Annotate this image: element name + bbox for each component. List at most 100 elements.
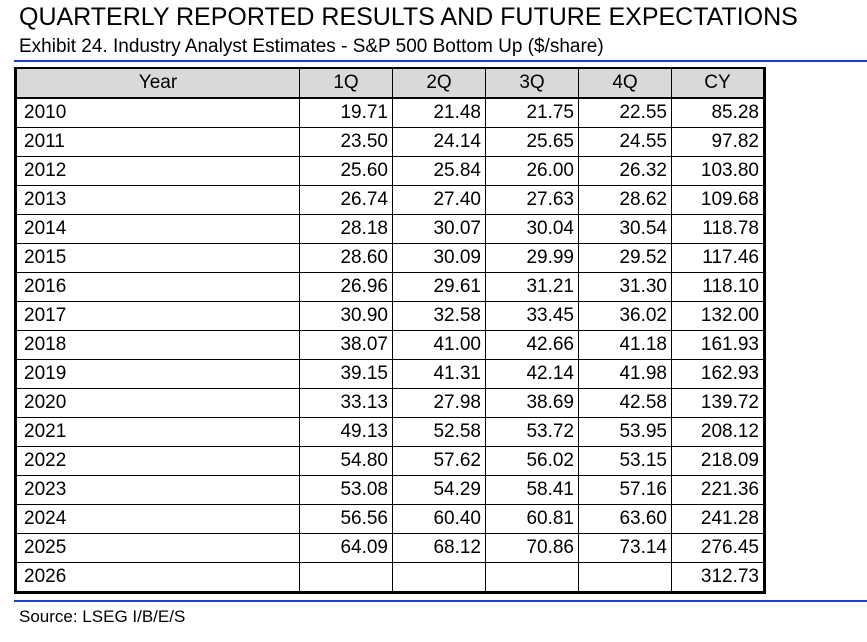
bottom-rule	[14, 600, 867, 602]
table-row: 2024 56.56 60.40 60.81 63.60 241.28	[14, 504, 766, 534]
cell-4q: 29.52	[578, 243, 672, 273]
cell-2q: 60.40	[392, 504, 486, 534]
table-row: 2012 25.60 25.84 26.00 26.32 103.80	[14, 156, 766, 186]
cell-3q: 38.69	[485, 388, 579, 418]
table-row: 2018 38.07 41.00 42.66 41.18 161.93	[14, 330, 766, 360]
cell-2q: 68.12	[392, 533, 486, 563]
cell-4q: 41.18	[578, 330, 672, 360]
table-row: 2026 312.73	[14, 562, 766, 594]
cell-1q: 64.09	[299, 533, 393, 563]
header-4q: 4Q	[578, 67, 672, 99]
cell-cy: 109.68	[671, 185, 766, 215]
cell-3q: 33.45	[485, 301, 579, 331]
cell-year: 2021	[14, 417, 300, 447]
cell-2q: 52.58	[392, 417, 486, 447]
cell-1q: 26.74	[299, 185, 393, 215]
cell-3q: 58.41	[485, 475, 579, 505]
table-row: 2010 19.71 21.48 21.75 22.55 85.28	[14, 97, 766, 128]
cell-3q: 53.72	[485, 417, 579, 447]
cell-1q	[299, 562, 393, 594]
cell-4q	[578, 562, 672, 594]
cell-cy: 162.93	[671, 359, 766, 389]
table-row: 2021 49.13 52.58 53.72 53.95 208.12	[14, 417, 766, 447]
estimates-table-container: Year 1Q 2Q 3Q 4Q CY 2010 19.71 21.48 21.75 2…	[14, 67, 766, 594]
cell-1q: 39.15	[299, 359, 393, 389]
cell-4q: 26.32	[578, 156, 672, 186]
cell-3q: 26.00	[485, 156, 579, 186]
cell-2q: 32.58	[392, 301, 486, 331]
cell-cy: 276.45	[671, 533, 766, 563]
cell-cy: 139.72	[671, 388, 766, 418]
cell-2q: 21.48	[392, 97, 486, 128]
cell-cy: 221.36	[671, 475, 766, 505]
cell-4q: 57.16	[578, 475, 672, 505]
header-cy: CY	[671, 67, 766, 99]
source-note: Source: LSEG I/B/E/S	[19, 607, 186, 626]
cell-4q: 63.60	[578, 504, 672, 534]
table-row: 2016 26.96 29.61 31.21 31.30 118.10	[14, 272, 766, 302]
cell-cy: 312.73	[671, 562, 766, 594]
table-row: 2020 33.13 27.98 38.69 42.58 139.72	[14, 388, 766, 418]
cell-year: 2014	[14, 214, 300, 244]
cell-3q: 60.81	[485, 504, 579, 534]
cell-2q	[392, 562, 486, 594]
table-row: 2017 30.90 32.58 33.45 36.02 132.00	[14, 301, 766, 331]
cell-1q: 33.13	[299, 388, 393, 418]
table-row: 2013 26.74 27.40 27.63 28.62 109.68	[14, 185, 766, 215]
cell-1q: 19.71	[299, 97, 393, 128]
cell-4q: 22.55	[578, 97, 672, 128]
cell-4q: 41.98	[578, 359, 672, 389]
cell-year: 2015	[14, 243, 300, 273]
cell-1q: 49.13	[299, 417, 393, 447]
cell-3q: 31.21	[485, 272, 579, 302]
cell-4q: 53.15	[578, 446, 672, 476]
cell-3q: 27.63	[485, 185, 579, 215]
cell-3q: 56.02	[485, 446, 579, 476]
table-body: 2010 19.71 21.48 21.75 22.55 85.28 2011 23.50 24…	[14, 97, 766, 594]
cell-cy: 241.28	[671, 504, 766, 534]
cell-cy: 118.78	[671, 214, 766, 244]
cell-2q: 54.29	[392, 475, 486, 505]
cell-2q: 41.00	[392, 330, 486, 360]
cell-2q: 25.84	[392, 156, 486, 186]
cell-4q: 24.55	[578, 127, 672, 157]
cell-year: 2016	[14, 272, 300, 302]
cell-year: 2018	[14, 330, 300, 360]
cell-3q: 25.65	[485, 127, 579, 157]
cell-1q: 23.50	[299, 127, 393, 157]
page-title: QUARTERLY REPORTED RESULTS AND FUTURE EX…	[19, 3, 798, 31]
cell-1q: 25.60	[299, 156, 393, 186]
cell-1q: 54.80	[299, 446, 393, 476]
table-row: 2025 64.09 68.12 70.86 73.14 276.45	[14, 533, 766, 563]
cell-cy: 117.46	[671, 243, 766, 273]
cell-2q: 24.14	[392, 127, 486, 157]
cell-1q: 56.56	[299, 504, 393, 534]
cell-2q: 41.31	[392, 359, 486, 389]
cell-year: 2019	[14, 359, 300, 389]
cell-year: 2025	[14, 533, 300, 563]
cell-year: 2026	[14, 562, 300, 594]
header-1q: 1Q	[299, 67, 393, 99]
estimates-table: Year 1Q 2Q 3Q 4Q CY 2010 19.71 21.48 21.75 2…	[14, 67, 766, 594]
cell-1q: 28.18	[299, 214, 393, 244]
header-2q: 2Q	[392, 67, 486, 99]
cell-cy: 103.80	[671, 156, 766, 186]
cell-3q: 29.99	[485, 243, 579, 273]
cell-year: 2023	[14, 475, 300, 505]
cell-year: 2012	[14, 156, 300, 186]
table-row: 2014 28.18 30.07 30.04 30.54 118.78	[14, 214, 766, 244]
cell-cy: 118.10	[671, 272, 766, 302]
cell-year: 2011	[14, 127, 300, 157]
header-row: Year 1Q 2Q 3Q 4Q CY	[14, 67, 766, 99]
cell-1q: 26.96	[299, 272, 393, 302]
cell-2q: 57.62	[392, 446, 486, 476]
cell-4q: 42.58	[578, 388, 672, 418]
cell-3q: 42.66	[485, 330, 579, 360]
cell-cy: 208.12	[671, 417, 766, 447]
cell-2q: 29.61	[392, 272, 486, 302]
cell-3q: 30.04	[485, 214, 579, 244]
cell-1q: 53.08	[299, 475, 393, 505]
cell-4q: 30.54	[578, 214, 672, 244]
table-row: 2022 54.80 57.62 56.02 53.15 218.09	[14, 446, 766, 476]
cell-1q: 38.07	[299, 330, 393, 360]
